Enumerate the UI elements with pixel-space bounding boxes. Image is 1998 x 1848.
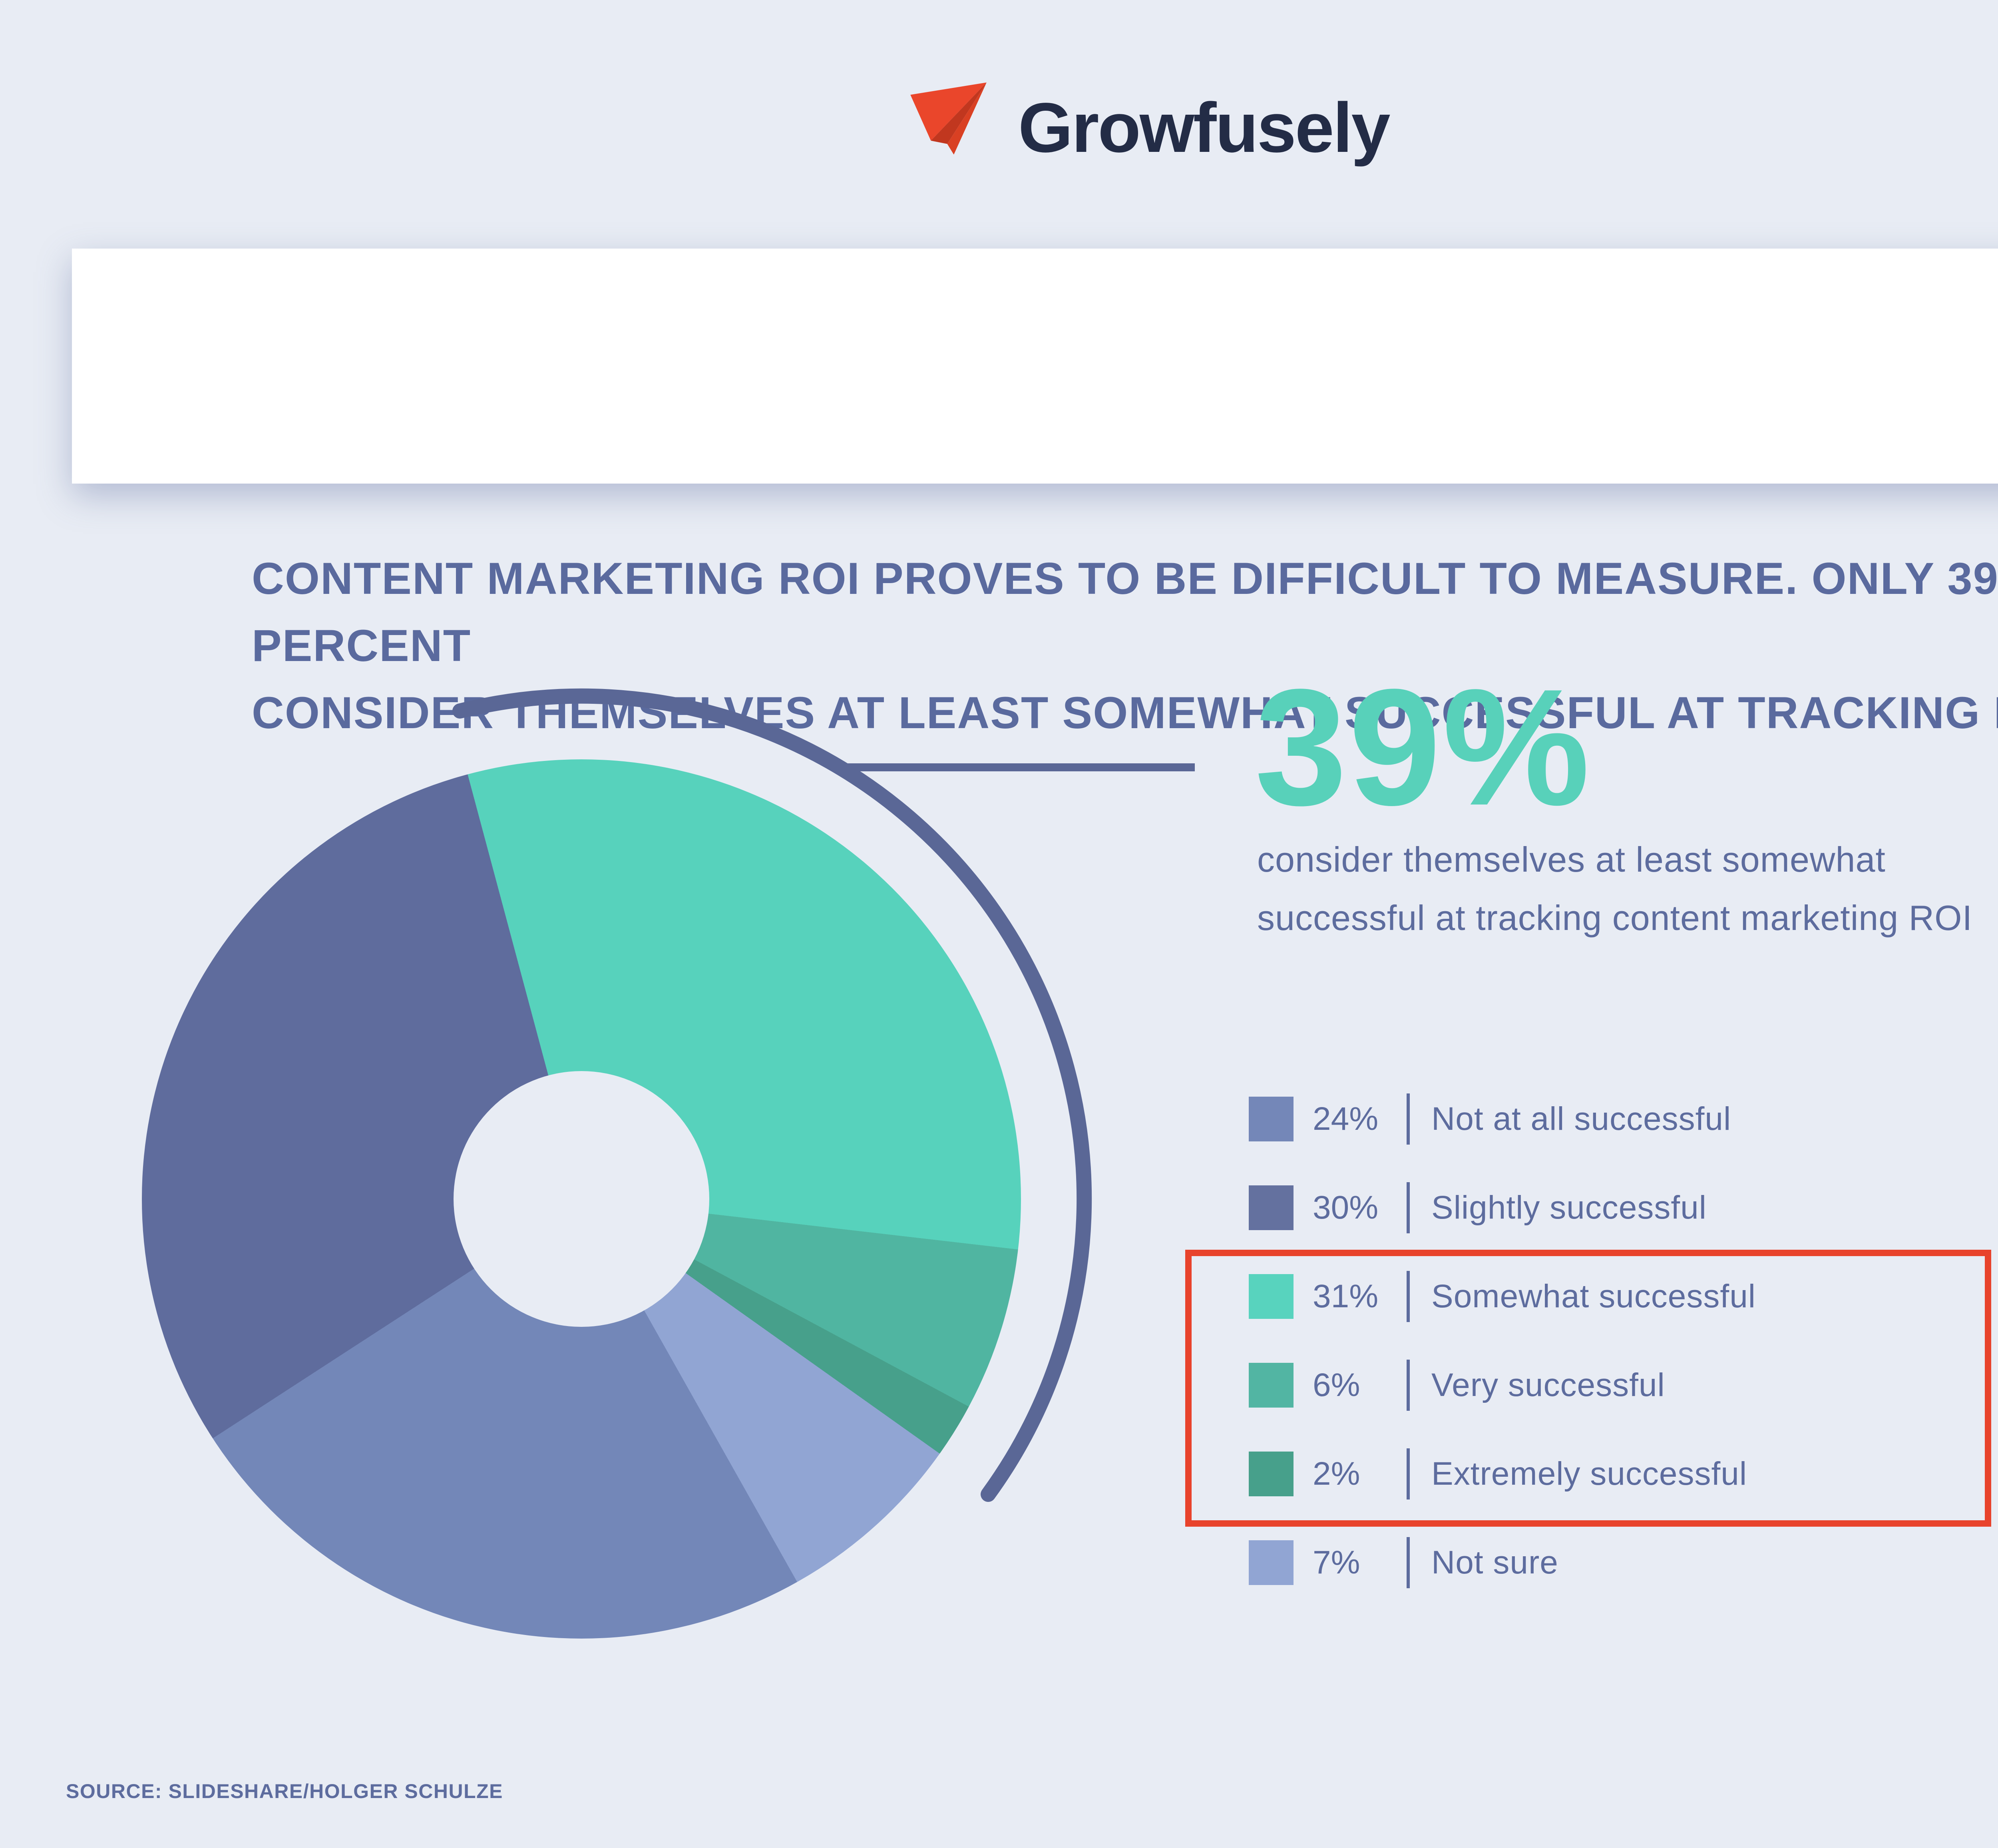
legend-divider xyxy=(1407,1182,1410,1233)
donut-hole xyxy=(454,1071,709,1327)
legend-row-very: 6% Very successful xyxy=(1249,1360,1998,1411)
legend-row-not-sure: 7% Not sure xyxy=(1249,1537,1998,1588)
legend-swatch xyxy=(1249,1274,1294,1319)
big-stat-value: 39% xyxy=(1255,654,1592,840)
legend-label: Somewhat successful xyxy=(1431,1278,1756,1314)
legend-pct: 6% xyxy=(1313,1367,1360,1403)
legend-label: Not sure xyxy=(1431,1544,1558,1581)
highlight-box xyxy=(1185,1250,1991,1527)
legend-label: Very successful xyxy=(1431,1367,1665,1403)
legend-pct: 7% xyxy=(1313,1544,1360,1581)
legend-swatch xyxy=(1249,1185,1294,1230)
big-stat-description: consider themselves at least somewhat su… xyxy=(1257,830,1998,947)
stat-desc-line1: consider themselves at least somewhat xyxy=(1257,840,1886,879)
legend-pct: 24% xyxy=(1313,1101,1379,1137)
legend-swatch xyxy=(1249,1097,1294,1141)
legend-pct: 31% xyxy=(1313,1278,1379,1314)
stat-desc-line2: successful at tracking content marketing… xyxy=(1257,898,1973,938)
headline-banner: CONTENT MARKETING ROI PROVES TO BE DIFFI… xyxy=(72,249,1998,738)
legend-row-slightly: 30% Slightly successful xyxy=(1249,1182,1998,1233)
logo-text: Growfusely xyxy=(1018,89,1390,167)
legend-divider xyxy=(1407,1093,1410,1145)
legend-row-extremely: 2% Extremely successful xyxy=(1249,1448,1998,1500)
legend-divider xyxy=(1407,1448,1410,1500)
legend-pct: 30% xyxy=(1313,1189,1379,1226)
legend-divider xyxy=(1407,1271,1410,1322)
legend-divider xyxy=(1407,1360,1410,1411)
source-text: SOURCE: SLIDESHARE/HOLGER SCHULZE xyxy=(66,1780,503,1802)
legend-swatch xyxy=(1249,1363,1294,1408)
legend-label: Slightly successful xyxy=(1431,1189,1707,1226)
legend-swatch xyxy=(1249,1540,1294,1585)
legend-pct: 2% xyxy=(1313,1456,1360,1492)
legend-row-not-at-all: 24% Not at all successful xyxy=(1249,1093,1998,1145)
decorative-arc xyxy=(452,688,1092,1502)
headline-line1: CONTENT MARKETING ROI PROVES TO BE DIFFI… xyxy=(252,554,1998,671)
legend-row-somewhat: 31% Somewhat successful xyxy=(1249,1271,1998,1322)
legend-divider xyxy=(1407,1537,1410,1588)
headline-text: CONTENT MARKETING ROI PROVES TO BE DIFFI… xyxy=(252,545,1998,747)
legend-swatch xyxy=(1249,1452,1294,1496)
legend-label: Not at all successful xyxy=(1431,1101,1731,1137)
paper-plane-icon xyxy=(910,82,987,155)
legend-label: Extremely successful xyxy=(1431,1456,1747,1492)
